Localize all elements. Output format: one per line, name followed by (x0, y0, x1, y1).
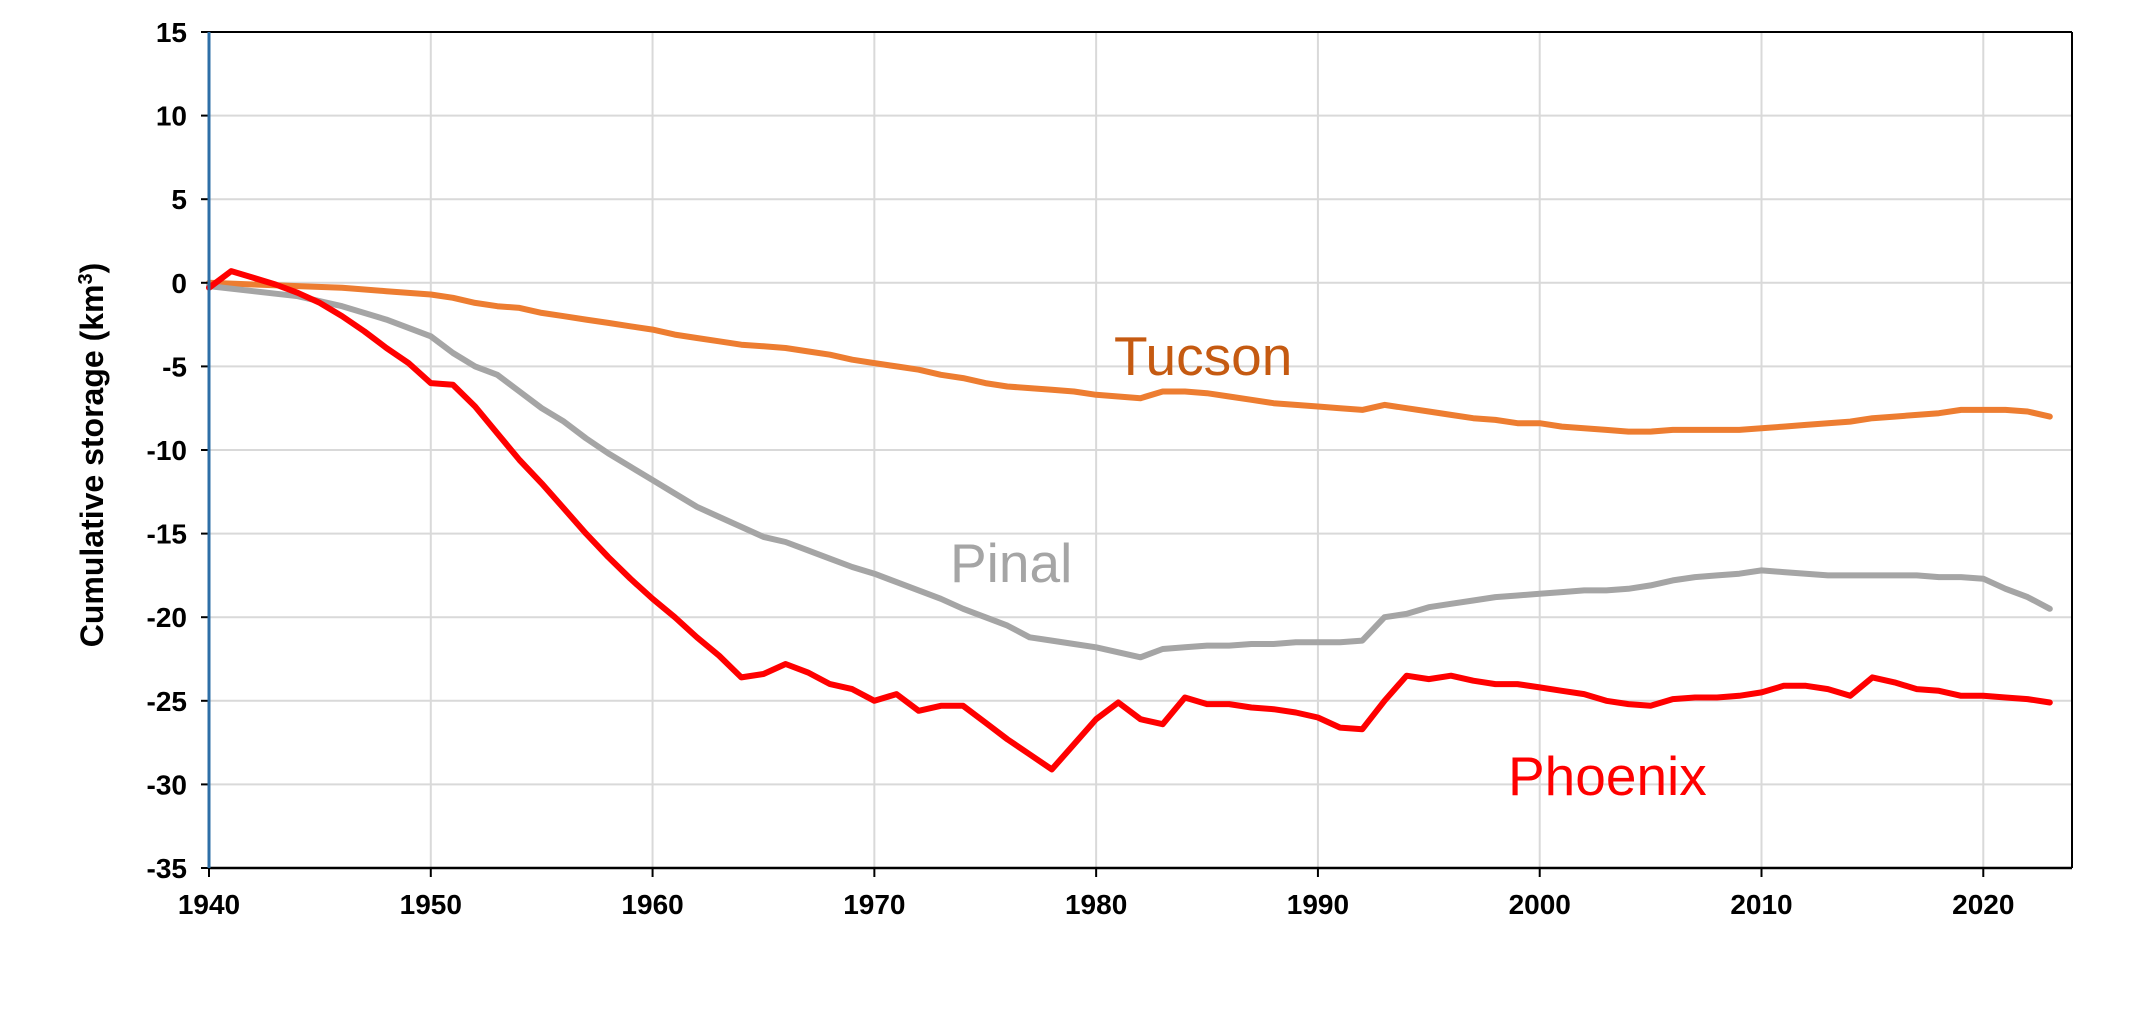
series-label-tucson: Tucson (1114, 325, 1292, 387)
series-line-pinal (206, 283, 2053, 661)
y-tick-label: -20 (147, 602, 187, 633)
x-tick-label: 1990 (1287, 889, 1349, 920)
tick-labels: 15 10 5 0 -5 -10 -15 -20 -25 -30 -35 1940 1950 1960 19… (147, 17, 2015, 920)
x-tick-label: 2020 (1952, 889, 2014, 920)
y-axis-title: Cumulative storage (km3) (74, 263, 110, 648)
x-tick-label: 1940 (178, 889, 240, 920)
x-tick-label: 1970 (843, 889, 905, 920)
y-tick-label: -25 (147, 686, 187, 717)
y-tick-label: 15 (156, 17, 187, 48)
y-axis-title-text: Cumulative storage (km (74, 285, 110, 648)
x-tick-label: 2010 (1730, 889, 1792, 920)
y-tick-label: -5 (162, 351, 187, 382)
series-labels: Tucson Pinal Phoenix (950, 325, 1707, 807)
y-axis-title-close: ) (74, 263, 110, 274)
gridlines (209, 31, 2072, 868)
y-tick-label: -10 (147, 435, 187, 466)
series-line-phoenix (206, 268, 2053, 773)
y-tick-label: -35 (147, 853, 187, 884)
series-label-pinal: Pinal (950, 532, 1072, 594)
series-lines (206, 268, 2053, 773)
series-line-tucson (206, 279, 2053, 435)
y-axis-title-superscript: 3 (75, 273, 97, 284)
x-tick-label: 1950 (400, 889, 462, 920)
y-tick-label: -30 (147, 769, 187, 800)
x-tick-label: 2000 (1509, 889, 1571, 920)
axes (201, 31, 2073, 877)
x-tick-label: 1980 (1065, 889, 1127, 920)
y-tick-label: -15 (147, 519, 187, 550)
y-tick-label: 10 (156, 101, 187, 132)
y-tick-label: 5 (171, 184, 187, 215)
series-label-phoenix: Phoenix (1508, 745, 1707, 807)
x-tick-label: 1960 (621, 889, 683, 920)
y-tick-label: 0 (171, 268, 187, 299)
